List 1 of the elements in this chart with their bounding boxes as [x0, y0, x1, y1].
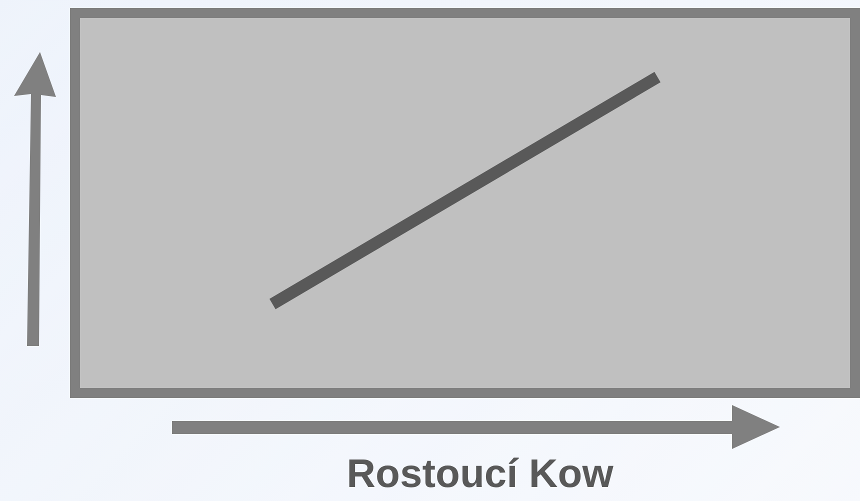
x-axis-title: Rostoucí Kow	[346, 452, 614, 497]
